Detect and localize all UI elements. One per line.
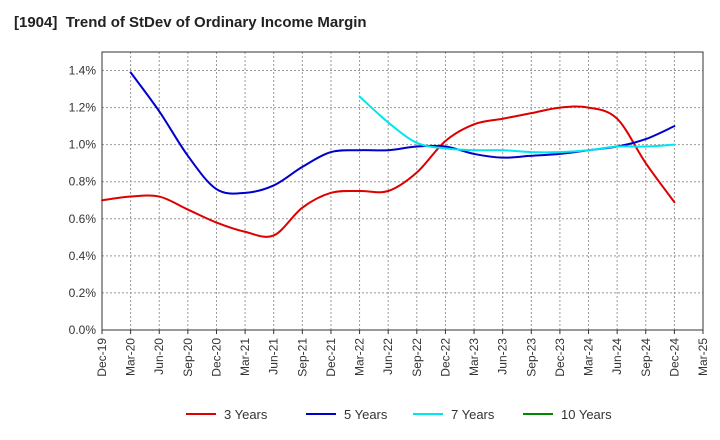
legend: 3 Years 5 Years 7 Years 10 Years — [186, 407, 612, 422]
series-line-3-years — [101, 105, 676, 238]
legend-label: 3 Years — [224, 407, 268, 422]
x-tick-label: Mar-24 — [582, 338, 596, 376]
y-tick-label: 0.0% — [69, 323, 97, 337]
x-tick-label: Jun-22 — [381, 338, 395, 375]
legend-label: 5 Years — [344, 407, 388, 422]
x-tick-label: Jun-24 — [610, 338, 624, 375]
chart-title: [1904] Trend of StDev of Ordinary Income… — [14, 14, 367, 31]
x-tick-label: Sep-20 — [181, 338, 195, 377]
x-tick-label: Dec-24 — [667, 338, 681, 377]
y-tick-label: 1.0% — [69, 138, 97, 152]
x-tick-label: Jun-21 — [267, 338, 281, 375]
x-tick-label: Mar-21 — [238, 338, 252, 376]
x-tick-label: Dec-19 — [95, 338, 109, 377]
x-tick-label: Dec-20 — [209, 338, 223, 377]
x-tick-labels: Dec-19 Mar-20 Jun-20 Sep-20 Dec-20 Mar-21 Jun-… — [95, 338, 710, 377]
y-tick-label: 1.4% — [69, 64, 97, 78]
x-tick-label: Sep-24 — [639, 338, 653, 377]
x-tick-label: Sep-23 — [524, 338, 538, 377]
axes — [101, 51, 704, 334]
legend-label: 10 Years — [561, 407, 612, 422]
x-tick-label: Jun-20 — [152, 338, 166, 375]
x-tick-label: Mar-20 — [124, 338, 138, 376]
y-tick-label: 0.4% — [69, 249, 97, 263]
x-tick-label: Mar-25 — [696, 338, 710, 376]
x-tick-label: Sep-22 — [410, 338, 424, 377]
x-tick-label: Dec-23 — [553, 338, 567, 377]
x-tick-label: Dec-22 — [438, 338, 452, 377]
x-tick-label: Sep-21 — [295, 338, 309, 377]
series-line-7-years — [358, 95, 676, 154]
y-tick-labels: 0.0% 0.2% 0.4% 0.6% 0.8% 1.0% 1.2% 1.4% — [69, 64, 97, 337]
series-lines — [101, 71, 676, 238]
legend-label: 7 Years — [451, 407, 495, 422]
x-tick-label: Mar-22 — [353, 338, 367, 376]
x-tick-label: Jun-23 — [496, 338, 510, 375]
y-tick-label: 1.2% — [69, 101, 97, 115]
y-tick-label: 0.2% — [69, 286, 97, 300]
x-tick-label: Dec-21 — [324, 338, 338, 377]
plot-frame — [101, 51, 704, 331]
grid — [102, 52, 703, 330]
y-tick-label: 0.8% — [69, 175, 97, 189]
x-tick-label: Mar-23 — [467, 338, 481, 376]
y-tick-label: 0.6% — [69, 212, 97, 226]
